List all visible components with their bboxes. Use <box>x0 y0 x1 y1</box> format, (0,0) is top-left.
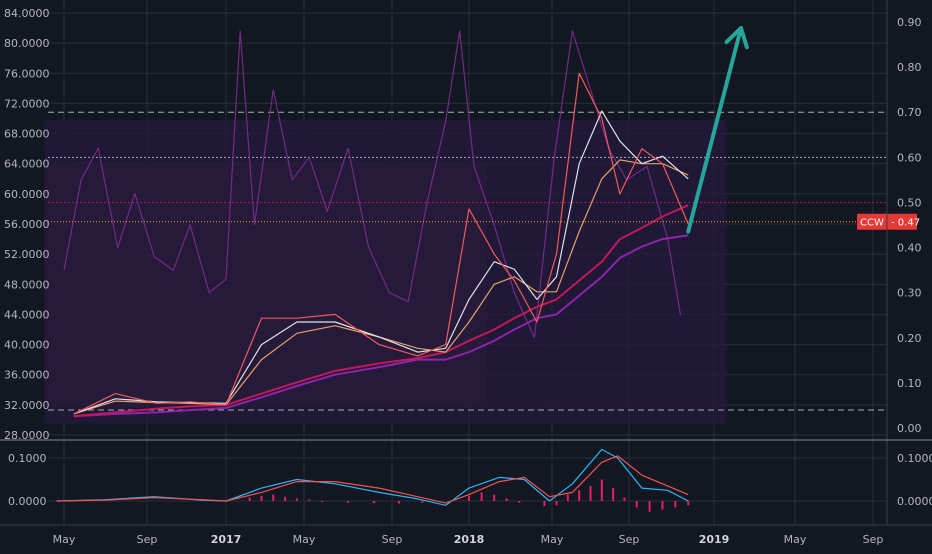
histogram-bar <box>398 501 400 504</box>
x-tick-label: May <box>293 533 316 546</box>
histogram-bar <box>248 497 251 501</box>
x-tick-label: 2018 <box>454 533 485 546</box>
arrow-head <box>724 26 749 50</box>
histogram-bar <box>543 501 546 507</box>
x-tick-label: 2019 <box>699 533 730 546</box>
histogram-bar <box>661 501 664 510</box>
histogram-bar <box>372 501 375 504</box>
y-left-tick-label: 40.0000 <box>4 339 50 352</box>
series-price <box>73 72 689 415</box>
osc-right-tick-label: 0.1000 <box>897 452 932 465</box>
y-right-tick-label: 0.60 <box>897 151 922 164</box>
y-left-tick-label: 84.0000 <box>4 7 50 20</box>
histogram-bar <box>578 490 581 501</box>
histogram-bar <box>518 501 521 503</box>
osc-signal-line <box>56 455 689 504</box>
y-right-tick-label: 0.10 <box>897 377 922 390</box>
histogram-bar <box>284 496 287 501</box>
histogram-bar <box>260 495 263 501</box>
histogram-bar <box>623 497 626 501</box>
histogram-bar <box>648 501 651 512</box>
histogram-bar <box>566 494 569 501</box>
x-tick-label: May <box>53 533 76 546</box>
histogram-bar <box>635 501 638 508</box>
histogram-bar <box>468 495 470 501</box>
y-right-tick-label: 0.80 <box>897 61 922 74</box>
y-right-tick-label: 0.50 <box>897 196 922 209</box>
histogram-bar <box>612 488 615 501</box>
y-right-tick-label: 0.20 <box>897 332 922 345</box>
histogram-bar <box>505 498 508 501</box>
y-left-tick-label: 28.0000 <box>4 429 50 442</box>
osc-left-tick-label: 0.1000 <box>8 452 47 465</box>
y-left-tick-label: 32.0000 <box>4 399 50 412</box>
histogram-bar <box>321 501 324 502</box>
x-tick-label: May <box>541 533 564 546</box>
histogram-bar <box>480 492 483 501</box>
y-left-tick-label: 56.0000 <box>4 218 50 231</box>
y-left-tick-label: 52.0000 <box>4 248 50 261</box>
y-right-tick-label: 0.90 <box>897 16 922 29</box>
x-tick-label: Sep <box>382 533 403 546</box>
series-ma-slow <box>73 204 689 418</box>
histogram-bar <box>493 494 496 501</box>
osc-left-tick-label: 0.0000 <box>8 495 47 508</box>
histogram-bar <box>347 501 349 503</box>
y-left-tick-label: 72.0000 <box>4 97 50 110</box>
y-left-tick-label: 68.0000 <box>4 128 50 141</box>
histogram-bar <box>308 499 311 501</box>
histogram-bar <box>272 494 275 501</box>
x-tick-label: 2017 <box>211 533 242 546</box>
histogram-bar <box>555 501 558 506</box>
histogram-bar <box>295 498 298 501</box>
badge-value-bg <box>889 213 917 230</box>
series-ma-slower <box>73 234 689 418</box>
histogram-bar <box>589 485 592 501</box>
y-right-tick-label: 0.00 <box>897 422 922 435</box>
y-right-tick-label: 0.30 <box>897 287 922 300</box>
arrow-shaft <box>686 26 743 234</box>
histogram-bar <box>674 501 677 508</box>
y-left-tick-label: 44.0000 <box>4 308 50 321</box>
y-left-tick-label: 60.0000 <box>4 188 50 201</box>
badge-value: - 0.47 <box>891 218 920 229</box>
histogram-bar <box>687 501 690 506</box>
badge-label-bg <box>857 213 889 230</box>
x-tick-label: May <box>784 533 807 546</box>
histogram-bar <box>600 479 603 501</box>
x-tick-label: Sep <box>137 533 158 546</box>
shaded-zone <box>44 120 727 424</box>
histogram-bar <box>421 501 424 503</box>
y-right-tick-label: 0.70 <box>897 106 922 119</box>
x-tick-label: Sep <box>619 533 640 546</box>
badge-label: CCW <box>860 218 884 229</box>
y-left-tick-label: 80.0000 <box>4 37 50 50</box>
osc-right-tick-label: 0.0000 <box>897 495 932 508</box>
y-left-tick-label: 64.0000 <box>4 158 50 171</box>
series-ma-mid <box>73 159 689 415</box>
y-right-tick-label: 0.40 <box>897 242 922 255</box>
y-left-tick-label: 36.0000 <box>4 369 50 382</box>
y-left-tick-label: 76.0000 <box>4 67 50 80</box>
indicator-line <box>63 30 682 339</box>
x-tick-label: Sep <box>863 533 884 546</box>
y-left-tick-label: 48.0000 <box>4 278 50 291</box>
